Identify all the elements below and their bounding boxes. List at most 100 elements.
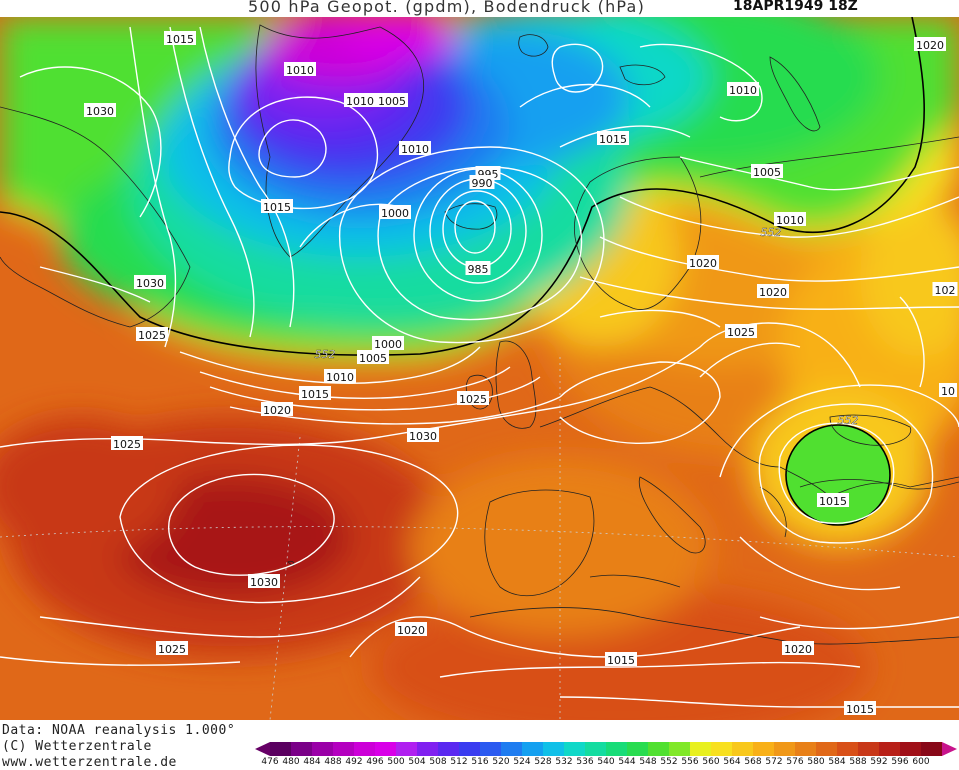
scale-cell xyxy=(417,742,438,756)
isobar-label: 1030 xyxy=(86,105,114,118)
isobar-label-bg xyxy=(597,131,629,145)
scale-cell xyxy=(333,742,354,756)
isobar-label: 1030 xyxy=(250,576,278,589)
isobar-label: 1015 xyxy=(607,654,635,667)
isobar-label: 1020 xyxy=(263,404,291,417)
scale-label: 576 xyxy=(786,757,804,767)
isobar-label: 1020 xyxy=(784,643,812,656)
isobar-label: 1010 xyxy=(346,95,374,108)
isobar-label-bg xyxy=(261,199,293,213)
isobar-label-bg xyxy=(844,701,876,715)
isobar-label-bg xyxy=(725,324,757,338)
map-date: 18APR1949 18Z xyxy=(733,0,858,14)
isobar-label: 10 xyxy=(941,385,955,398)
isobar-label-bg xyxy=(817,493,849,507)
scale-label: 540 xyxy=(597,757,615,767)
scale-label: 484 xyxy=(303,757,321,767)
data-source: Data: NOAA reanalysis 1.000° xyxy=(2,723,236,738)
website-url: www.wetterzentrale.de xyxy=(2,755,177,770)
scale-cell xyxy=(774,742,795,756)
scale-cell xyxy=(858,742,879,756)
scale-label: 544 xyxy=(618,757,636,767)
isobars xyxy=(0,26,959,708)
scale-cell xyxy=(732,742,753,756)
scale-label: 588 xyxy=(849,757,867,767)
isobar-label-bg xyxy=(84,103,116,117)
isobar-label-bg xyxy=(248,574,280,588)
scale-label: 580 xyxy=(807,757,825,767)
isobar-label-bg xyxy=(782,641,814,655)
scale-label: 572 xyxy=(765,757,783,767)
isobar-label: 1025 xyxy=(459,393,487,406)
scale-arrow-left xyxy=(255,742,270,756)
scale-label: 552 xyxy=(660,757,678,767)
isobar-label-bg xyxy=(757,284,789,298)
isobar-label-bg xyxy=(299,386,331,400)
scale-label: 564 xyxy=(723,757,741,767)
isobar-label: 1010 xyxy=(401,143,429,156)
height-contour-label: 552 xyxy=(838,414,859,427)
isobar-label: 1010 xyxy=(326,371,354,384)
scale-cell xyxy=(648,742,669,756)
isobar-label: 1015 xyxy=(846,703,874,716)
scale-cell xyxy=(396,742,417,756)
scale-label: 520 xyxy=(492,757,510,767)
scale-cell xyxy=(816,742,837,756)
scale-label: 568 xyxy=(744,757,762,767)
scale-label: 508 xyxy=(429,757,447,767)
isobar-label: 1000 xyxy=(374,338,402,351)
isobar-label: 1010 xyxy=(286,64,314,77)
isobar-label: 1020 xyxy=(916,39,944,52)
isobar-label-bg xyxy=(774,212,806,226)
isobar-label-bg xyxy=(357,350,389,364)
isobar-label: 1020 xyxy=(689,257,717,270)
map-title: 500 hPa Geopot. (gpdm), Bodendruck (hPa) xyxy=(248,0,646,16)
footer: Data: NOAA reanalysis 1.000° (C) Wetterz… xyxy=(0,721,959,770)
scale-cell xyxy=(795,742,816,756)
isobar-label: 1020 xyxy=(759,286,787,299)
isobar-label-bg xyxy=(376,93,408,107)
isobar-label-bg xyxy=(727,82,759,96)
scale-label: 492 xyxy=(345,757,363,767)
scale-label: 528 xyxy=(534,757,552,767)
isobar-label: 1015 xyxy=(263,201,291,214)
isobar-label-bg xyxy=(261,402,293,416)
isobar-label: 985 xyxy=(468,263,489,276)
scale-cell xyxy=(690,742,711,756)
isobar-label-bg xyxy=(457,391,489,405)
scale-label: 524 xyxy=(513,757,531,767)
scale-label: 600 xyxy=(912,757,930,767)
scale-cell xyxy=(438,742,459,756)
coastlines xyxy=(0,24,959,720)
isobar-label: 1010 xyxy=(729,84,757,97)
scale-label: 560 xyxy=(702,757,720,767)
scale-cell xyxy=(501,742,522,756)
isobar-label: 1005 xyxy=(359,352,387,365)
scale-label: 504 xyxy=(408,757,426,767)
isobar-label-bg xyxy=(932,282,958,296)
isobar-label: 1020 xyxy=(397,624,425,637)
scale-cell xyxy=(543,742,564,756)
isobar-label-bg xyxy=(399,141,431,155)
isobar-label: 990 xyxy=(472,177,493,190)
scale-label: 476 xyxy=(261,757,279,767)
scale-cell xyxy=(312,742,333,756)
isobar-label: 1005 xyxy=(753,166,781,179)
scale-cell xyxy=(900,742,921,756)
isobar-label: 1025 xyxy=(113,438,141,451)
isobar-label-bg xyxy=(605,652,637,666)
scale-cell xyxy=(837,742,858,756)
scale-cell xyxy=(459,742,480,756)
scale-label: 548 xyxy=(639,757,657,767)
color-scale-bar xyxy=(255,742,957,756)
scale-label: 480 xyxy=(282,757,300,767)
isobar-label-bg xyxy=(164,31,196,45)
isobar-label: 1015 xyxy=(166,33,194,46)
isobar-label: 1010 xyxy=(776,214,804,227)
height-contour-label: 552 xyxy=(315,348,336,361)
scale-label: 500 xyxy=(387,757,405,767)
scale-cell xyxy=(711,742,732,756)
isobar-label-bg xyxy=(751,164,783,178)
isobar-label-bg xyxy=(469,175,495,189)
scale-label: 592 xyxy=(870,757,888,767)
